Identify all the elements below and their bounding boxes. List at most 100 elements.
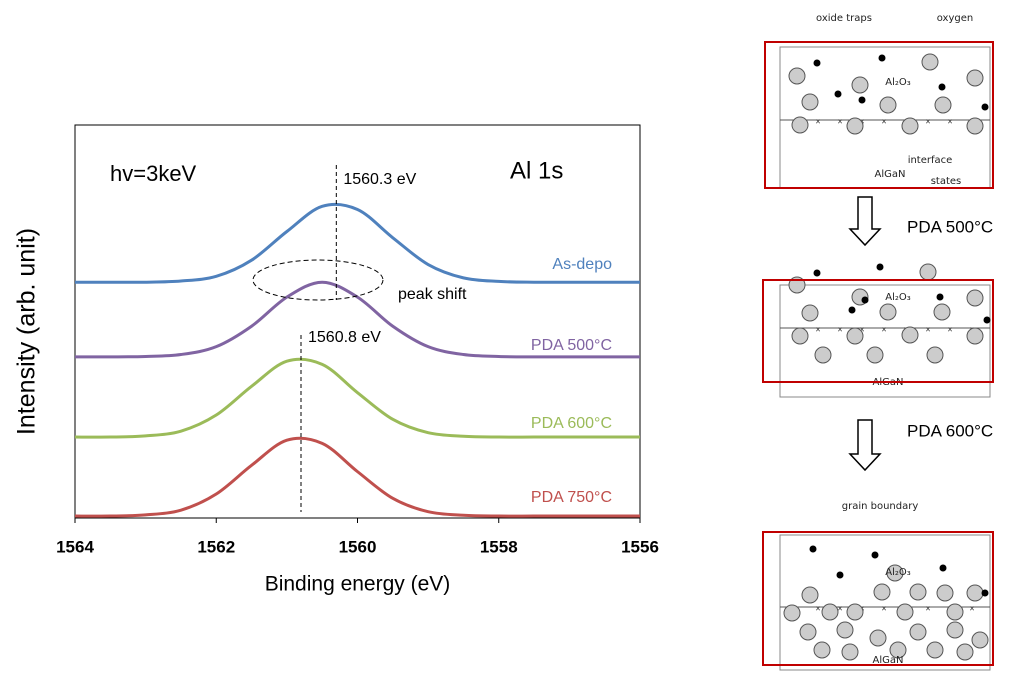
interface-state: × (969, 603, 974, 613)
oxygen (846, 327, 864, 345)
oxygen (836, 621, 854, 639)
interface-state: × (925, 324, 930, 334)
step-label: PDA 600°C (907, 421, 993, 440)
panel-label: states (931, 176, 962, 187)
interface-state: × (837, 603, 842, 613)
oxygen (886, 564, 904, 582)
trap (809, 545, 817, 553)
trap (939, 564, 947, 572)
panel-label: AlGaN (875, 169, 906, 180)
series-label: PDA 500°C (531, 337, 612, 354)
oxygen (936, 584, 954, 602)
trap (848, 306, 856, 314)
oxygen (901, 326, 919, 344)
oxygen (934, 96, 952, 114)
peak-label: 1560.3 eV (343, 171, 416, 188)
panel-label: grain boundary (842, 501, 919, 512)
oxygen (813, 641, 831, 659)
panel-frame (779, 534, 991, 671)
trap (981, 103, 989, 111)
trap (836, 571, 844, 579)
series-line (75, 202, 640, 284)
oxygen (869, 629, 887, 647)
oxygen (971, 631, 989, 649)
trap (834, 90, 842, 98)
trap (858, 96, 866, 104)
y-axis-label: Intensity (arb. unit) (13, 228, 41, 435)
oxygen (966, 327, 984, 345)
interface-state: × (947, 324, 952, 334)
trap (813, 59, 821, 67)
annotation: hv=3keV (110, 161, 197, 186)
oxygen (946, 603, 964, 621)
oxygen (841, 643, 859, 661)
step-arrow (848, 419, 882, 472)
trap (876, 263, 884, 271)
oxygen (966, 289, 984, 307)
series-label: PDA 600°C (531, 415, 612, 432)
oxygen (921, 53, 939, 71)
panel-frame (779, 284, 991, 398)
oxygen (909, 623, 927, 641)
x-tick-label: 1560 (339, 537, 377, 556)
oxygen (851, 76, 869, 94)
oxygen (889, 641, 907, 659)
oxygen (896, 603, 914, 621)
oxygen (926, 346, 944, 364)
series-line (74, 280, 640, 359)
oxygen (791, 327, 809, 345)
oxygen (966, 117, 984, 135)
oxygen (956, 643, 974, 661)
interface-state: × (815, 324, 820, 334)
oxygen (814, 346, 832, 364)
oxygen (791, 116, 809, 134)
oxygen (966, 69, 984, 87)
trap (938, 83, 946, 91)
x-tick-label: 1562 (197, 537, 235, 556)
interface-state: × (925, 603, 930, 613)
oxygen (783, 604, 801, 622)
diagram: × × × × × × × × oxide traps oxygen Al₂O₃ interface s… (762, 13, 994, 671)
trap (813, 269, 821, 277)
interface-state: × (837, 324, 842, 334)
oxygen (799, 623, 817, 641)
interface-state: × (815, 116, 820, 126)
series-line (74, 436, 640, 518)
x-tick-label: 1558 (480, 537, 518, 556)
oxygen (846, 603, 864, 621)
series-label: As-depo (552, 256, 612, 273)
panel-label: Al₂O₃ (885, 567, 911, 578)
interface-state: × (859, 324, 864, 334)
panel-label: oxygen (937, 13, 973, 24)
oxygen (909, 583, 927, 601)
x-tick-label: 1556 (621, 537, 659, 556)
oxygen (879, 96, 897, 114)
oxygen (946, 621, 964, 639)
trap (871, 551, 879, 559)
oxygen (801, 304, 819, 322)
oxygen (846, 117, 864, 135)
interface-state: × (925, 116, 930, 126)
interface-state: × (881, 324, 886, 334)
peak-label: 1560.8 eV (308, 329, 381, 346)
interface-state: × (947, 116, 952, 126)
oxygen (821, 603, 839, 621)
panel-label: oxide traps (816, 13, 872, 24)
series-line (74, 357, 640, 439)
oxygen (801, 93, 819, 111)
chart: 1564 1562 1560 1558 1556 Binding energy (eV) I… (13, 124, 659, 596)
oxygen (926, 641, 944, 659)
panel-highlight (762, 279, 994, 383)
series-label: PDA 750°C (531, 489, 612, 506)
annotation: Al 1s (510, 157, 563, 184)
interface-state: × (881, 603, 886, 613)
oxygen (933, 303, 951, 321)
oxygen (919, 263, 937, 281)
oxygen (873, 583, 891, 601)
interface-state: × (837, 116, 842, 126)
x-tick-label: 1564 (56, 537, 94, 556)
trap (861, 296, 869, 304)
panel-label: Al₂O₃ (885, 292, 911, 303)
oxygen (901, 117, 919, 135)
